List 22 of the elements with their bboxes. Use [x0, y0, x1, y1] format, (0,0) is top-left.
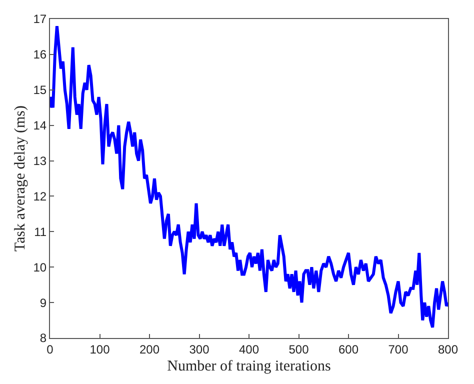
x-tick-label: 400 — [238, 342, 260, 356]
x-axis-title: Number of traing iterations — [167, 358, 332, 374]
x-tick-label: 600 — [338, 342, 359, 356]
y-tick-label: 8 — [40, 331, 47, 346]
y-tick-label: 17 — [33, 12, 47, 26]
y-tick-label: 10 — [33, 260, 47, 274]
x-tick-label: 500 — [288, 342, 310, 356]
x-tick-label: 0 — [46, 342, 54, 356]
y-tick-label: 13 — [33, 154, 47, 168]
y-axis-title: Task average delay (ms) — [12, 106, 28, 252]
y-tick-label: 15 — [33, 83, 47, 98]
x-tick-label: 700 — [388, 342, 409, 356]
y-tick-label: 14 — [33, 118, 47, 133]
line-series — [50, 24, 448, 329]
x-tick-label: 800 — [438, 342, 458, 356]
y-tick-label: 12 — [33, 189, 47, 204]
x-tick-label: 300 — [189, 342, 210, 356]
y-tick-label: 11 — [34, 224, 47, 239]
y-tick-label: 9 — [40, 296, 47, 310]
y-tick-label: 16 — [33, 48, 47, 62]
x-tick-label: 200 — [139, 342, 160, 356]
x-tick-label: 100 — [90, 342, 110, 356]
